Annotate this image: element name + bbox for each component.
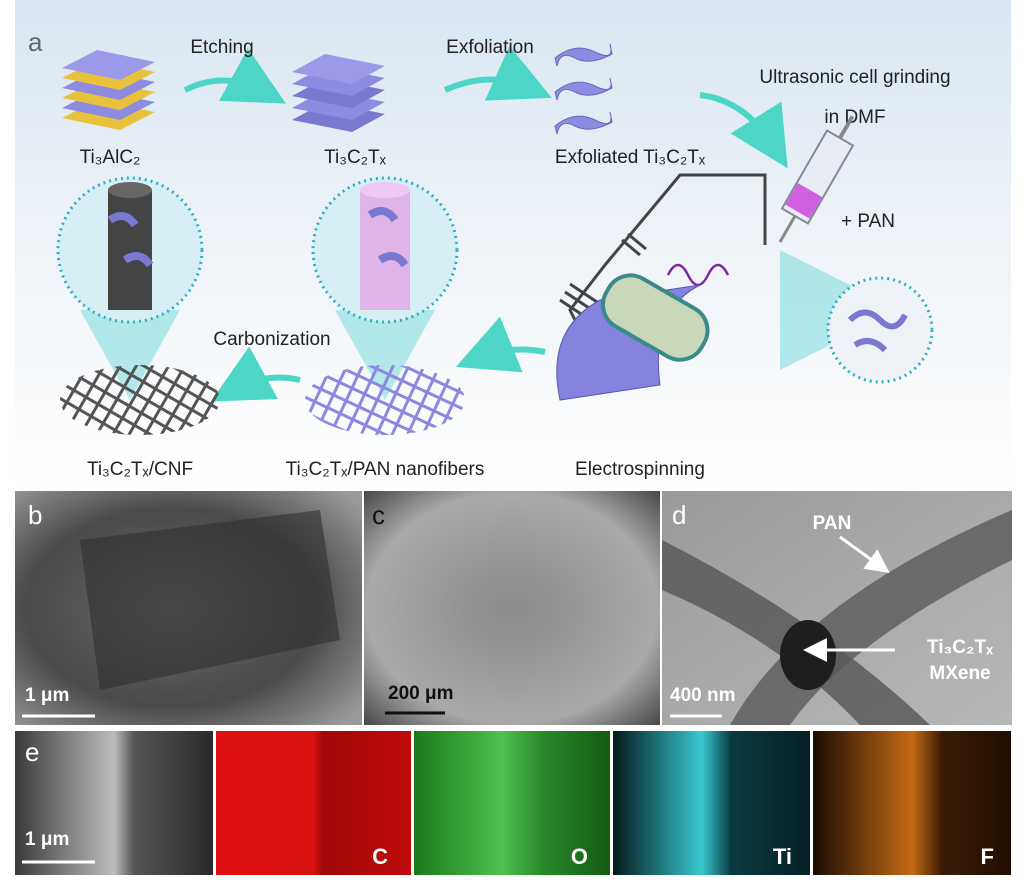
scale-label: 400 nm (670, 685, 735, 706)
panel-label: e (25, 737, 39, 767)
step-label: Ultrasonic cell grinding (759, 67, 950, 88)
element-map (813, 731, 1011, 875)
annotation: PAN (813, 513, 852, 534)
element-map (216, 731, 411, 875)
material-label: Ti₃C₂Tₓ/PAN nanofibers (286, 459, 485, 480)
scale-label: 200 μm (388, 683, 454, 704)
panel-label: b (28, 500, 42, 530)
element-label: Ti (773, 844, 792, 869)
step-label: Etching (190, 37, 253, 58)
panel-d: d PAN Ti₃C₂Tₓ MXene 400 nm (662, 491, 1012, 725)
material-label: Electrospinning (575, 459, 705, 480)
sem-image (15, 731, 213, 875)
panel-c: c 200 μm (364, 491, 660, 725)
step-label: Exfoliation (446, 37, 534, 58)
panel-e: e 1 μm C O Ti F (15, 731, 1011, 875)
panel-label: c (372, 500, 385, 530)
step-label: + PAN (841, 211, 895, 232)
step-label: Carbonization (213, 329, 330, 350)
panel-b: b 1 μm (15, 491, 362, 725)
electrospinning-setup (556, 115, 934, 401)
element-map (613, 731, 810, 875)
annotation: MXene (929, 663, 990, 684)
element-map (414, 731, 610, 875)
process-arrows (183, 45, 788, 402)
material-label: Ti₃AlC₂ (80, 147, 141, 168)
scale-label: 1 μm (25, 829, 69, 850)
max-phase-stack (62, 50, 155, 130)
element-label: F (981, 844, 994, 869)
material-label: Exfoliated Ti₃C₂Tₓ (555, 147, 706, 168)
fiber-insets (56, 176, 465, 435)
element-label: O (571, 844, 588, 869)
panel-label: d (672, 500, 686, 530)
element-label: C (372, 844, 388, 869)
step-label: in DMF (824, 107, 885, 128)
exfoliated-sheets (554, 43, 613, 135)
panel-a: a Etching Exfoliation Ultrasonic cell gr… (15, 0, 1011, 487)
panel-label: a (28, 27, 43, 57)
material-label: Ti₃C₂Tₓ (324, 147, 387, 168)
mxene-stack (292, 54, 385, 132)
annotation-arrow (839, 535, 890, 574)
annotation: Ti₃C₂Tₓ (927, 637, 993, 658)
material-label: Ti₃C₂Tₓ/CNF (87, 459, 193, 480)
tem-image (364, 491, 660, 725)
scale-label: 1 μm (25, 685, 69, 706)
